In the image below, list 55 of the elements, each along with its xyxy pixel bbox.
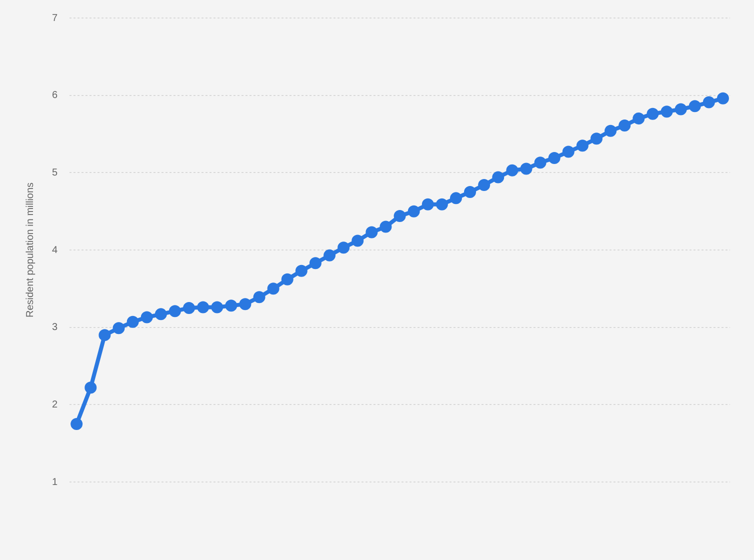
point xyxy=(576,140,588,152)
point xyxy=(674,103,687,116)
point xyxy=(632,112,645,125)
point xyxy=(366,226,378,238)
point xyxy=(225,300,238,312)
point xyxy=(239,298,252,310)
point xyxy=(422,198,434,210)
point xyxy=(112,322,125,334)
y-axis-title: Resident population in millions xyxy=(24,182,36,318)
y-tick-label: 7 xyxy=(52,12,58,24)
point xyxy=(464,186,476,198)
point xyxy=(688,100,701,112)
point xyxy=(660,106,673,118)
point xyxy=(562,146,574,158)
point xyxy=(716,92,729,104)
point xyxy=(702,96,715,108)
y-tick-label: 2 xyxy=(52,399,58,410)
point xyxy=(197,301,210,314)
point xyxy=(450,192,462,204)
point xyxy=(618,119,631,132)
point xyxy=(646,108,659,120)
point xyxy=(183,302,196,314)
point xyxy=(338,242,350,254)
point xyxy=(126,316,139,328)
y-tick-label: 3 xyxy=(52,322,58,334)
point xyxy=(534,156,546,169)
point xyxy=(281,273,294,286)
point xyxy=(352,234,364,247)
point xyxy=(168,305,181,318)
y-tick-label: 1 xyxy=(52,476,58,488)
point xyxy=(295,264,308,277)
point xyxy=(98,329,111,342)
point xyxy=(604,124,617,137)
point xyxy=(408,205,420,218)
point xyxy=(267,282,280,295)
point xyxy=(506,164,518,176)
point xyxy=(520,162,532,175)
point xyxy=(324,249,336,262)
point xyxy=(154,308,167,320)
y-tick-label: 5 xyxy=(52,167,58,178)
point xyxy=(84,382,97,394)
point xyxy=(380,220,392,233)
y-tick-label: 6 xyxy=(52,90,58,102)
point xyxy=(590,132,603,145)
point xyxy=(253,291,266,304)
point xyxy=(394,210,406,222)
point xyxy=(140,311,153,324)
point xyxy=(478,179,490,192)
point xyxy=(211,301,224,314)
point xyxy=(309,257,322,270)
point xyxy=(436,198,448,210)
point xyxy=(492,171,504,184)
point xyxy=(70,418,83,430)
y-tick-label: 4 xyxy=(52,244,58,256)
point xyxy=(548,152,560,164)
